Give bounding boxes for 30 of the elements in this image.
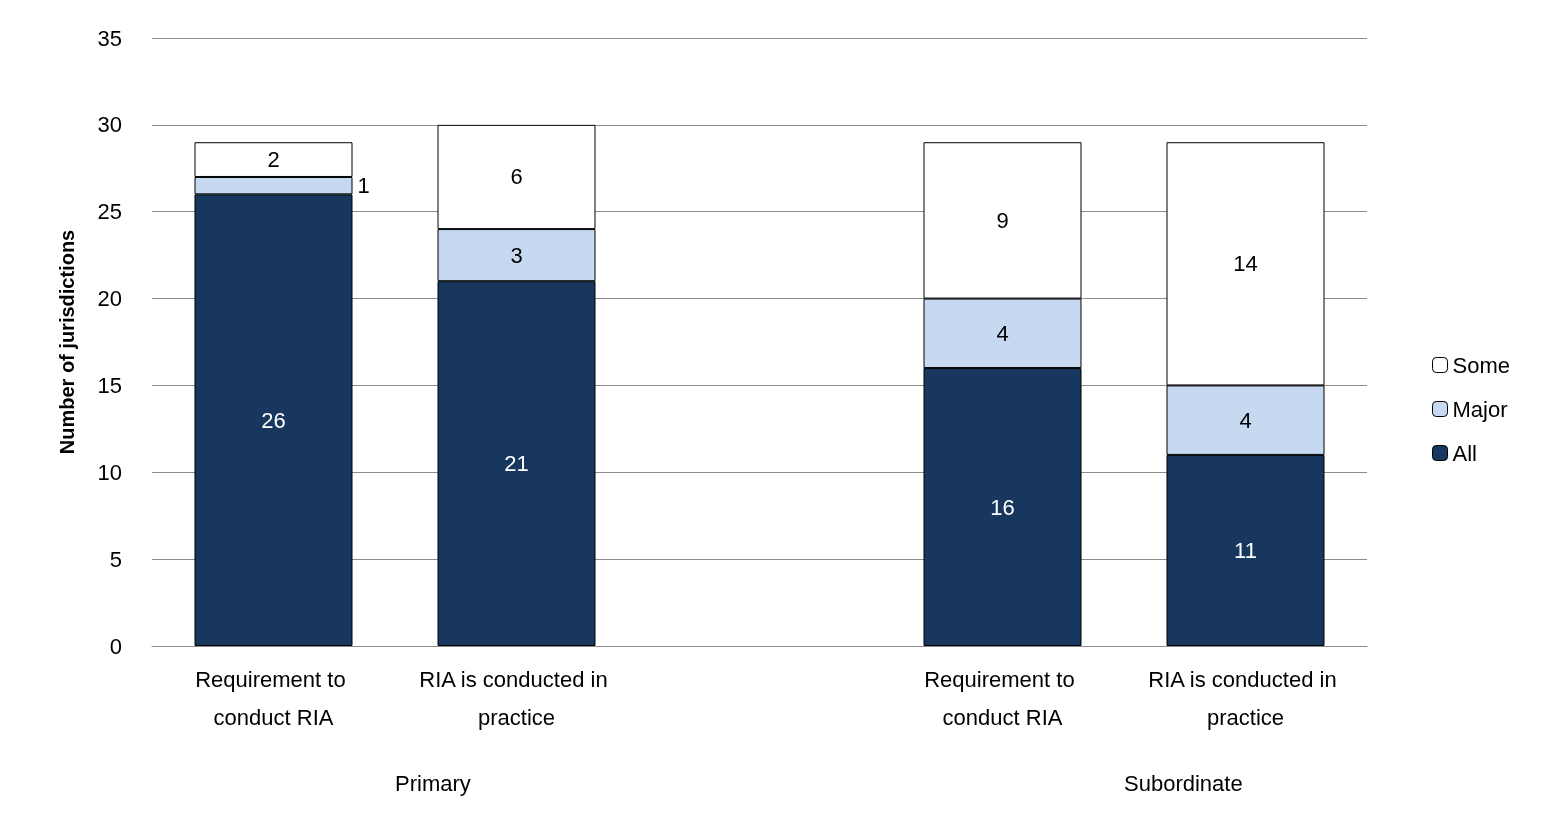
- legend-label: Major: [1452, 396, 1508, 422]
- data-label: 16: [990, 494, 1015, 520]
- x-tick-label: Requirement to conduct RIA: [924, 666, 1081, 730]
- data-label: 14: [1233, 251, 1258, 277]
- y-tick-label: 0: [109, 633, 122, 659]
- data-label: 4: [996, 320, 1009, 346]
- text: Subordinate: [1124, 770, 1243, 796]
- x-tick-label: RIA is conducted in practice: [1148, 666, 1343, 730]
- data-label: 4: [1239, 407, 1252, 433]
- y-tick-label: 5: [109, 546, 122, 572]
- data-label: 11: [1234, 537, 1257, 563]
- y-tick-label: 10: [97, 459, 122, 485]
- data-label: 2: [267, 147, 280, 173]
- data-label: 9: [996, 207, 1009, 233]
- y-axis-title: Number of jurisdictions: [56, 229, 78, 455]
- y-tick-label: 30: [97, 112, 122, 138]
- data-label: 6: [510, 164, 523, 190]
- y-tick-label: 25: [97, 199, 122, 225]
- legend-label: Some: [1452, 352, 1511, 378]
- data-label: 3: [510, 242, 523, 268]
- x-tick-label: RIA is conducted in practice: [419, 666, 614, 730]
- y-tick-label: 35: [97, 25, 122, 51]
- data-label: 26: [261, 407, 286, 433]
- y-tick-label: 15: [97, 372, 122, 398]
- data-label: 21: [504, 451, 529, 477]
- text: Primary: [395, 770, 471, 796]
- x-tick-label: Requirement to conduct RIA: [195, 666, 352, 730]
- legend-label: All: [1452, 440, 1477, 466]
- data-label: 1: [357, 173, 370, 199]
- y-tick-label: 20: [97, 286, 122, 312]
